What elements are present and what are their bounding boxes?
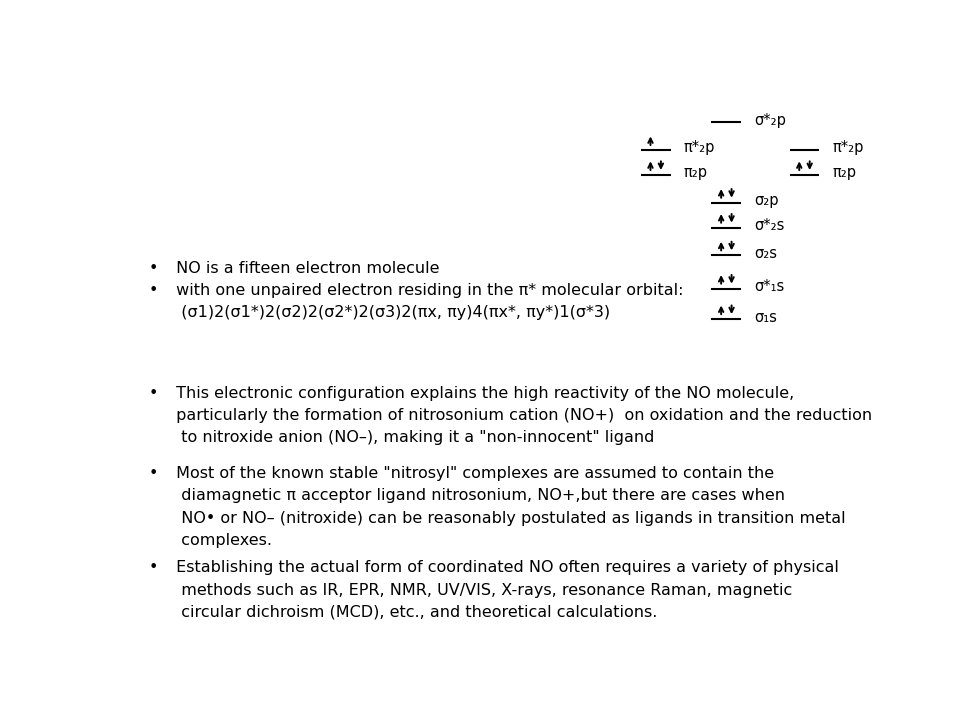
Text: σ*₁s: σ*₁s	[755, 279, 785, 294]
Text: Establishing the actual form of coordinated NO often requires a variety of physi: Establishing the actual form of coordina…	[171, 560, 838, 575]
Text: π₂p: π₂p	[684, 166, 708, 181]
Text: circular dichroism (MCD), etc., and theoretical calculations.: circular dichroism (MCD), etc., and theo…	[171, 605, 657, 620]
Text: to nitroxide anion (NO–), making it a "non-innocent" ligand: to nitroxide anion (NO–), making it a "n…	[171, 430, 654, 445]
Text: σ*₂p: σ*₂p	[755, 113, 786, 127]
Text: •: •	[148, 466, 157, 481]
Text: σ₁s: σ₁s	[755, 310, 778, 325]
Text: particularly the formation of nitrosonium cation (NO+)  on oxidation and the red: particularly the formation of nitrosoniu…	[171, 408, 872, 423]
Text: •: •	[148, 560, 157, 575]
Text: NO is a fifteen electron molecule: NO is a fifteen electron molecule	[171, 261, 439, 276]
Text: π*₂p: π*₂p	[832, 140, 864, 156]
Text: •: •	[148, 283, 157, 298]
Text: •: •	[148, 386, 157, 401]
Text: π*₂p: π*₂p	[684, 140, 715, 156]
Text: complexes.: complexes.	[171, 533, 272, 548]
Text: •: •	[148, 261, 157, 276]
Text: π₂p: π₂p	[832, 166, 856, 181]
Text: methods such as IR, EPR, NMR, UV/VIS, X-rays, resonance Raman, magnetic: methods such as IR, EPR, NMR, UV/VIS, X-…	[171, 582, 792, 598]
Text: (σ1)2(σ1*)2(σ2)2(σ2*)2(σ3)2(πx, πy)4(πx*, πy*)1(σ*3): (σ1)2(σ1*)2(σ2)2(σ2*)2(σ3)2(πx, πy)4(πx*…	[171, 305, 610, 320]
Text: σ₂s: σ₂s	[755, 246, 778, 261]
Text: σ*₂s: σ*₂s	[755, 218, 785, 233]
Text: NO• or NO– (nitroxide) can be reasonably postulated as ligands in transition met: NO• or NO– (nitroxide) can be reasonably…	[171, 510, 845, 526]
Text: diamagnetic π acceptor ligand nitrosonium, NO+,but there are cases when: diamagnetic π acceptor ligand nitrosoniu…	[171, 488, 784, 503]
Text: with one unpaired electron residing in the π* molecular orbital:: with one unpaired electron residing in t…	[171, 283, 684, 298]
Text: σ₂p: σ₂p	[755, 193, 780, 208]
Text: This electronic configuration explains the high reactivity of the NO molecule,: This electronic configuration explains t…	[171, 386, 794, 401]
Text: Most of the known stable "nitrosyl" complexes are assumed to contain the: Most of the known stable "nitrosyl" comp…	[171, 466, 774, 481]
